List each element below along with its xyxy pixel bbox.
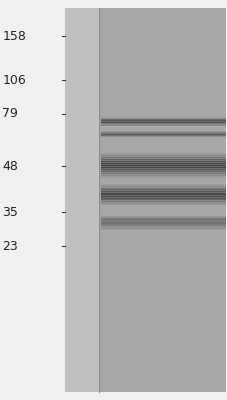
Bar bbox=[101, 228, 225, 230]
Bar bbox=[101, 196, 225, 198]
Bar bbox=[101, 227, 225, 228]
Bar bbox=[101, 225, 225, 226]
Bar bbox=[101, 122, 225, 124]
Text: 23: 23 bbox=[2, 240, 18, 252]
Bar bbox=[101, 224, 225, 225]
Bar bbox=[101, 203, 225, 205]
Bar bbox=[101, 123, 225, 124]
Bar bbox=[101, 134, 225, 135]
Bar bbox=[101, 198, 225, 200]
Bar bbox=[101, 122, 225, 123]
Bar bbox=[101, 171, 225, 174]
Text: 79: 79 bbox=[2, 108, 18, 120]
Bar bbox=[101, 132, 225, 133]
Bar bbox=[101, 193, 225, 195]
Bar bbox=[101, 226, 225, 228]
Bar bbox=[101, 136, 225, 137]
Bar bbox=[101, 220, 225, 221]
Bar bbox=[101, 218, 225, 220]
Text: 106: 106 bbox=[2, 74, 26, 86]
Text: 158: 158 bbox=[2, 30, 26, 42]
Bar bbox=[101, 121, 225, 122]
Bar bbox=[101, 194, 225, 197]
Bar bbox=[101, 175, 225, 178]
Bar bbox=[101, 173, 225, 176]
Bar bbox=[101, 131, 225, 132]
Bar bbox=[101, 159, 225, 162]
Bar bbox=[101, 216, 225, 218]
Bar bbox=[101, 191, 225, 194]
Bar bbox=[101, 199, 225, 202]
Bar bbox=[101, 120, 225, 121]
Bar bbox=[101, 135, 225, 136]
Bar bbox=[101, 124, 225, 126]
Bar bbox=[101, 163, 225, 166]
Bar bbox=[101, 217, 225, 219]
Bar bbox=[101, 157, 225, 160]
Bar bbox=[101, 118, 225, 119]
Bar bbox=[101, 125, 225, 126]
Bar bbox=[101, 153, 225, 156]
Bar bbox=[65, 8, 225, 392]
Bar bbox=[101, 201, 225, 204]
Bar bbox=[101, 133, 225, 134]
Bar bbox=[101, 188, 225, 190]
Bar bbox=[99, 8, 225, 392]
Bar bbox=[101, 165, 225, 168]
Text: 48: 48 bbox=[2, 160, 18, 172]
Bar bbox=[101, 135, 225, 136]
Bar bbox=[101, 167, 225, 170]
Bar bbox=[101, 169, 225, 172]
Bar bbox=[101, 119, 225, 120]
Bar bbox=[101, 189, 225, 192]
Bar bbox=[101, 117, 225, 118]
Text: 35: 35 bbox=[2, 206, 18, 218]
Bar bbox=[101, 186, 225, 188]
Bar bbox=[101, 220, 225, 222]
Bar bbox=[101, 124, 225, 125]
Bar bbox=[101, 223, 225, 224]
Bar bbox=[101, 184, 225, 187]
Bar bbox=[65, 8, 98, 392]
Bar bbox=[101, 133, 225, 134]
Bar bbox=[101, 130, 225, 131]
Bar bbox=[101, 161, 225, 164]
Bar bbox=[101, 222, 225, 223]
Bar bbox=[101, 136, 225, 137]
Bar bbox=[101, 155, 225, 158]
